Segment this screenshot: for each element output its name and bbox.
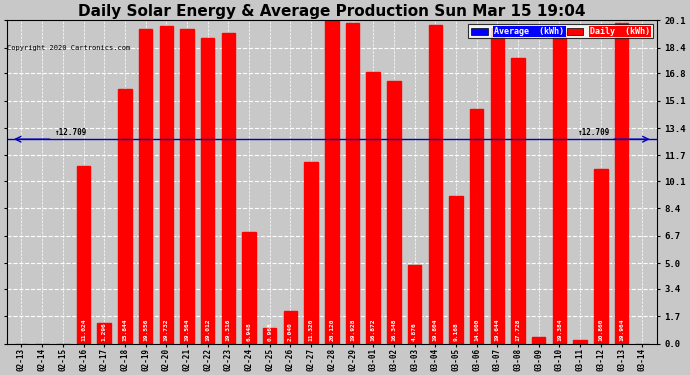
Bar [325,20,339,344]
Bar [594,169,608,344]
Bar [553,32,566,344]
Bar [449,196,463,344]
Bar [201,38,215,344]
Text: 2.040: 2.040 [288,322,293,341]
Text: 10.860: 10.860 [598,319,603,341]
Text: 19.732: 19.732 [164,319,169,341]
Text: 16.348: 16.348 [391,319,396,341]
Text: 19.804: 19.804 [433,319,437,341]
Bar [118,89,132,344]
Text: 0.968: 0.968 [267,322,273,341]
Bar [408,265,422,344]
Bar [491,28,504,344]
Text: ↑12.709: ↑12.709 [577,128,609,137]
Text: 19.012: 19.012 [205,319,210,341]
Bar [532,338,546,344]
Bar [97,323,111,344]
Text: 19.644: 19.644 [495,319,500,341]
Bar [387,81,401,344]
Bar [221,33,235,344]
Text: 19.556: 19.556 [143,319,148,341]
Bar [304,162,318,344]
Text: 6.948: 6.948 [246,322,252,341]
Bar [242,232,256,344]
Text: 19.316: 19.316 [226,319,231,341]
Bar [77,166,90,344]
Text: Copyright 2020 Cartronics.com: Copyright 2020 Cartronics.com [7,45,130,51]
Text: 19.928: 19.928 [350,319,355,341]
Bar [346,23,359,344]
Title: Daily Solar Energy & Average Production Sun Mar 15 19:04: Daily Solar Energy & Average Production … [78,4,586,19]
Bar [470,109,484,344]
Text: 11.320: 11.320 [308,319,314,341]
Bar [139,29,152,344]
Bar [159,26,173,344]
Bar [263,328,277,344]
Text: 19.564: 19.564 [184,319,190,341]
Text: 14.600: 14.600 [474,319,479,341]
Text: 19.384: 19.384 [557,319,562,341]
Bar [284,311,297,344]
Text: ↑12.709: ↑12.709 [55,128,87,137]
Text: 4.876: 4.876 [412,322,417,341]
Text: 16.872: 16.872 [371,319,375,341]
Bar [615,22,628,344]
Text: 9.168: 9.168 [453,322,458,341]
Text: 17.728: 17.728 [515,319,520,341]
Bar [366,72,380,344]
Bar [511,58,525,344]
Legend: Average  (kWh), Daily  (kWh): Average (kWh), Daily (kWh) [469,24,653,39]
Bar [428,25,442,344]
Text: 19.964: 19.964 [619,319,624,341]
Text: 15.844: 15.844 [122,319,128,341]
Bar [180,29,194,344]
Text: 1.296: 1.296 [101,322,107,341]
Text: 20.120: 20.120 [329,319,335,341]
Bar [573,339,587,344]
Text: 11.024: 11.024 [81,319,86,341]
